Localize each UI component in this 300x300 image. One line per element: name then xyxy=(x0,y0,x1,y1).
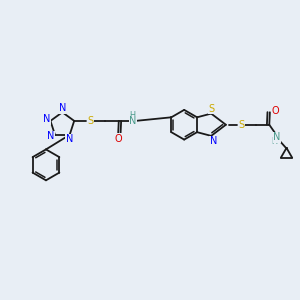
Text: N: N xyxy=(47,131,55,141)
Text: N: N xyxy=(43,114,50,124)
Text: N: N xyxy=(273,132,281,142)
Text: N: N xyxy=(210,136,217,146)
Text: H: H xyxy=(130,111,136,120)
Text: S: S xyxy=(88,116,94,126)
Text: N: N xyxy=(129,116,136,127)
Text: O: O xyxy=(272,106,279,116)
Text: S: S xyxy=(209,103,215,113)
Text: S: S xyxy=(238,120,245,130)
Text: H: H xyxy=(271,136,277,146)
Text: N: N xyxy=(58,103,66,113)
Text: N: N xyxy=(66,134,73,144)
Text: O: O xyxy=(114,134,122,144)
